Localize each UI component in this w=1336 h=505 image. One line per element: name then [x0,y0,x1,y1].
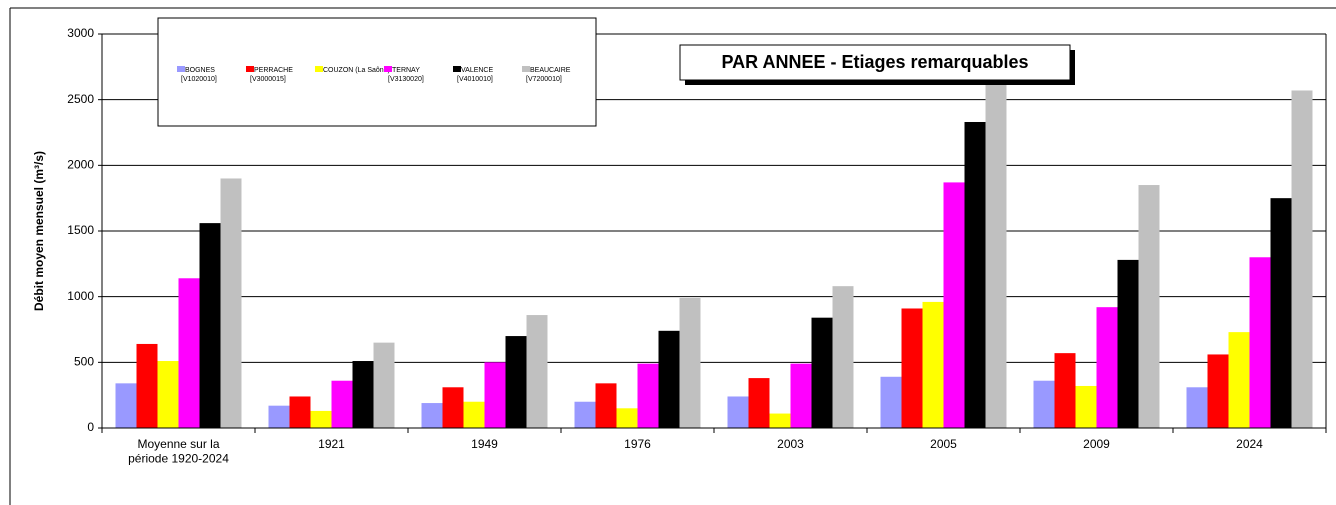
title-box [679,44,1071,81]
y-axis-label: Débit moyen mensuel (m³/s) [32,151,46,311]
bar [637,363,659,428]
bar [790,363,812,428]
legend-swatch [384,66,392,72]
bar [748,378,770,428]
bar [1117,259,1139,428]
bar [199,223,221,428]
legend-label: COUZON (La Saône) [323,67,390,74]
bar [769,413,791,428]
bar [679,297,701,428]
x-tick-label: 1949 [471,437,498,451]
bar [331,380,353,428]
legend-code: [V3130020] [388,76,424,83]
bar [901,308,923,428]
bar [220,178,242,428]
bar [727,396,749,428]
bar [811,317,833,428]
legend-label: PERRACHE [254,67,293,74]
bar [1291,90,1313,429]
bar [1075,385,1097,428]
bar [1033,380,1055,428]
y-tick-label: 3000 [67,26,94,40]
bar [964,121,986,428]
x-tick-label: 2009 [1083,437,1110,451]
legend-code: [V7200010] [526,76,562,83]
legend-swatch [453,66,461,72]
bar [943,182,965,428]
x-tick-label: 1921 [318,437,345,451]
bar [595,383,617,428]
x-tick-label: 2024 [1236,437,1263,451]
bar [1249,257,1271,428]
legend-code: [V1020010] [181,76,217,83]
bar [136,343,158,428]
y-tick-label: 0 [87,420,94,434]
bar [505,336,527,428]
legend-swatch [177,66,185,72]
x-tick-label: 2005 [930,437,957,451]
bar [574,401,596,428]
x-tick-label: 2003 [777,437,804,451]
bar [880,376,902,428]
bar [1096,307,1118,428]
bar [352,361,374,428]
y-tick-label: 1000 [67,289,94,303]
bar [1207,354,1229,428]
bar [310,410,332,428]
bar [1228,332,1250,428]
legend-swatch [522,66,530,72]
bar [178,278,200,428]
bar [373,342,395,428]
x-tick-label: 1976 [624,437,651,451]
bar [115,383,137,428]
bar [832,286,854,428]
bar [1186,387,1208,428]
y-tick-label: 2000 [67,158,94,172]
bar [421,403,443,428]
bar [268,405,290,428]
legend-swatch [315,66,323,72]
bar [157,361,179,428]
y-tick-label: 1500 [67,223,94,237]
bar [289,396,311,428]
bar [442,387,464,428]
legend-code: [V4010010] [457,76,493,83]
x-tick-label: Moyenne sur la période 1920-2024 [128,437,229,465]
bar [526,315,548,428]
bar [1054,353,1076,428]
bar [658,330,680,428]
bar [1270,198,1292,428]
legend-label: BOGNES [185,67,215,74]
bar [484,362,506,428]
legend-label: BEAUCAIRE [530,67,571,74]
bar [922,301,944,428]
bar [1138,185,1160,428]
y-tick-label: 500 [74,355,94,369]
y-tick-label: 2500 [67,92,94,106]
bar [463,401,485,428]
bar [616,408,638,428]
legend-label: TERNAY [392,67,420,74]
bar [985,79,1007,428]
legend-code: [V3000015] [250,76,286,83]
legend-swatch [246,66,254,72]
legend-label: VALENCE [461,67,493,74]
chart-title: PAR ANNEE - Etiages remarquables [721,52,1028,72]
